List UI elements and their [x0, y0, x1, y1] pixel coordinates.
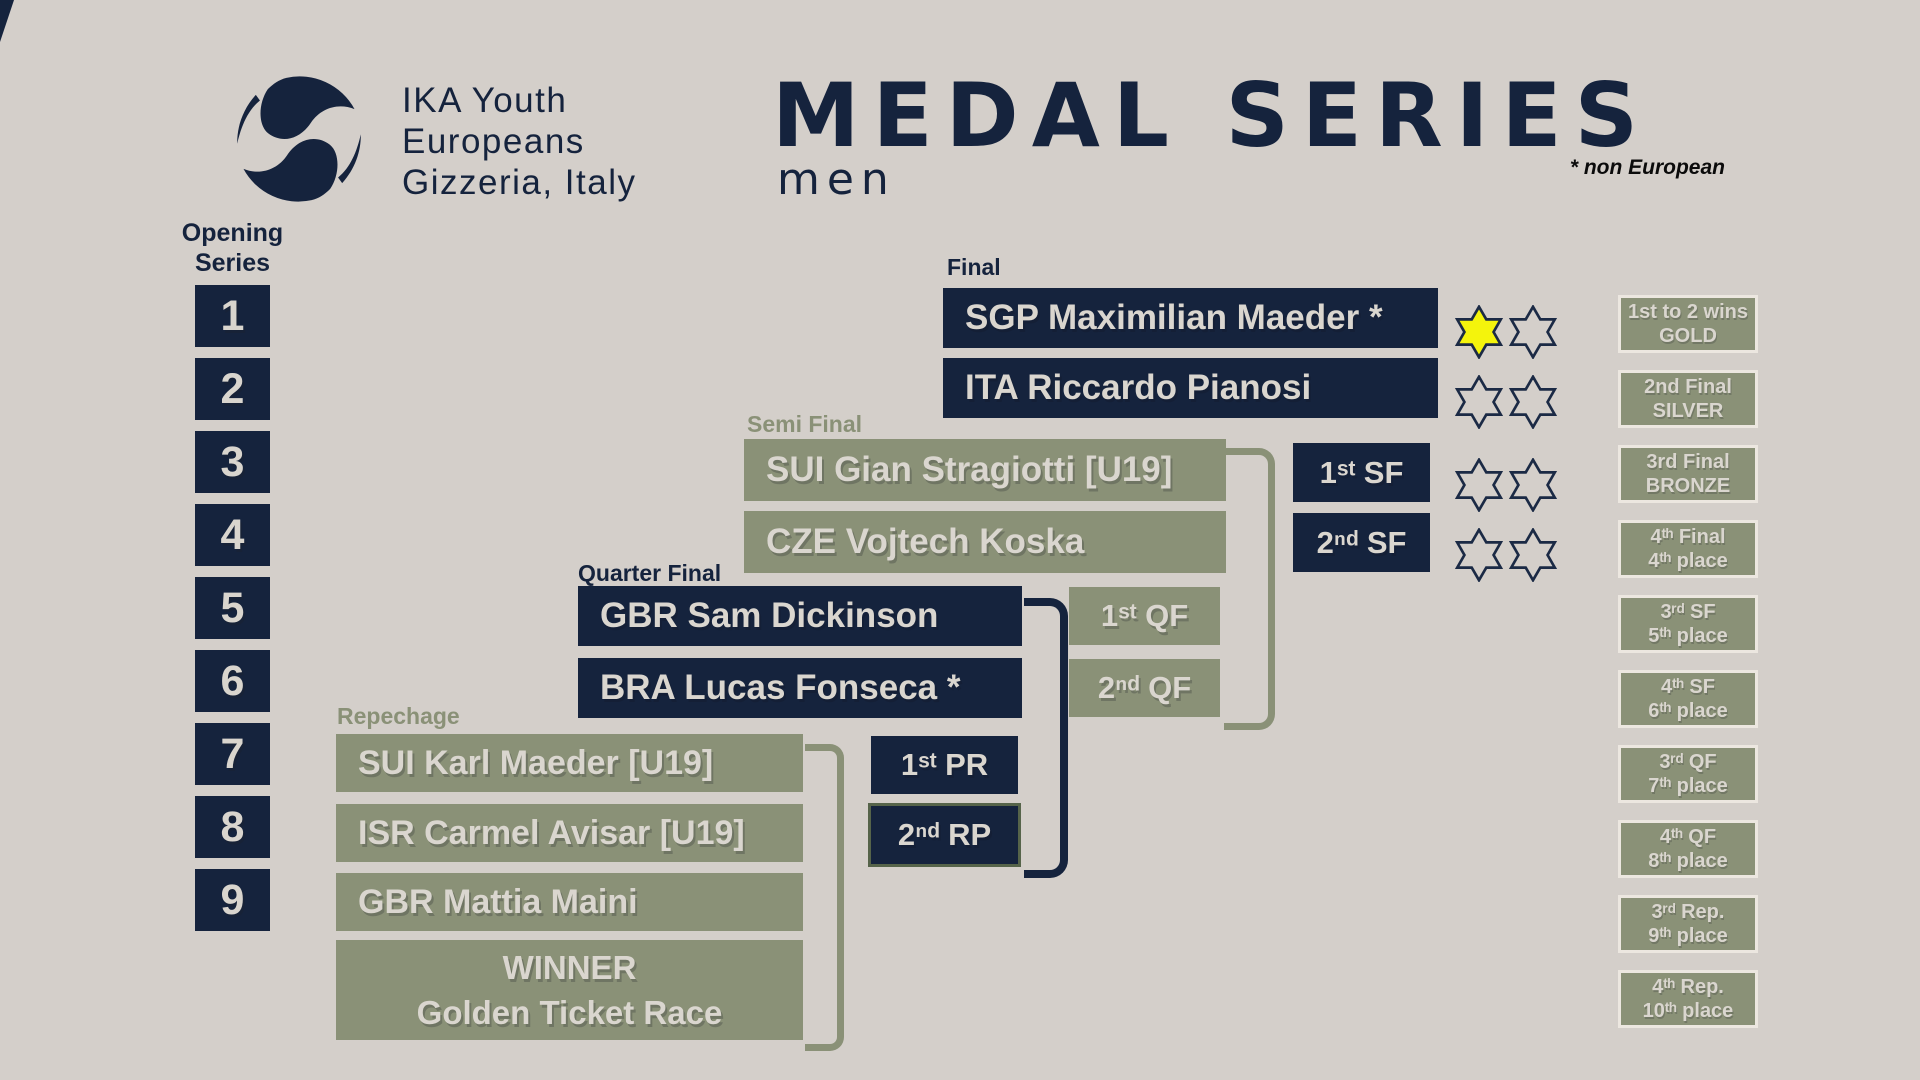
legend-bronze: 3rd Final BRONZE	[1618, 445, 1758, 503]
opening-series-seed-2: 2	[195, 358, 270, 420]
quarter-final-connector	[1024, 598, 1068, 878]
ika-kite-logo-icon	[237, 76, 361, 202]
final-row2-star-2	[1508, 375, 1558, 429]
opening-series-seed-8: 8	[195, 796, 270, 858]
legend-9th-place: 3ʳᵈ Rep. 9ᵗʰ place	[1618, 895, 1758, 953]
repechage-connector	[805, 744, 844, 1051]
final-row2-star-1	[1454, 375, 1504, 429]
winner-line2: Golden Ticket Race	[416, 994, 723, 1031]
quarter-final-player-2: BRA Lucas Fonseca *	[578, 658, 1022, 718]
semi-final-player-1: SUI Gian Stragiotti [U19]	[744, 439, 1226, 501]
final-row1-star-1	[1454, 305, 1504, 359]
sf-row2-star-1	[1454, 528, 1504, 582]
legend-4th-place: 4ᵗʰ Final 4ᵗʰ place	[1618, 520, 1758, 578]
corner-decoration	[0, 0, 14, 42]
legend-silver: 2nd Final SILVER	[1618, 370, 1758, 428]
quarter-final-result-1: 1ˢᵗ QF	[1069, 587, 1220, 645]
event-name-line1: IKA Youth	[402, 81, 568, 120]
quarter-final-label: Quarter Final	[578, 560, 722, 586]
event-name: IKA Youth Europeans Gizzeria, Italy	[402, 80, 637, 203]
semi-final-result-2: 2ⁿᵈ SF	[1293, 513, 1430, 572]
final-player-1: SGP Maximilian Maeder *	[943, 288, 1438, 348]
non-european-footnote: * non European	[1569, 156, 1725, 179]
repechage-player-2: ISR Carmel Avisar [U19]	[336, 804, 803, 862]
semi-final-connector	[1224, 448, 1275, 730]
final-label: Final	[947, 254, 1001, 280]
opening-series-seed-5: 5	[195, 577, 270, 639]
repechage-label: Repechage	[337, 703, 460, 729]
final-player-2: ITA Riccardo Pianosi	[943, 358, 1438, 418]
repechage-result-1: 1ˢᵗ PR	[871, 736, 1018, 794]
legend-7th-place: 3ʳᵈ QF 7ᵗʰ place	[1618, 745, 1758, 803]
sf-row1-star-2	[1508, 458, 1558, 512]
repechage-player-1: SUI Karl Maeder [U19]	[336, 734, 803, 792]
winner-line1: WINNER	[502, 949, 637, 986]
legend-5th-place: 3ʳᵈ SF 5ᵗʰ place	[1618, 595, 1758, 653]
semi-final-player-2: CZE Vojtech Koska	[744, 511, 1226, 573]
legend-8th-place: 4ᵗʰ QF 8ᵗʰ place	[1618, 820, 1758, 878]
opening-series-seed-3: 3	[195, 431, 270, 493]
repechage-winner-slot: WINNER Golden Ticket Race	[336, 940, 803, 1040]
opening-series-seed-4: 4	[195, 504, 270, 566]
quarter-final-player-1: GBR Sam Dickinson	[578, 586, 1022, 646]
sf-row1-star-1	[1454, 458, 1504, 512]
opening-series-label: Opening Series	[181, 219, 284, 277]
page-subtitle: men	[777, 154, 896, 205]
page-title: MEDAL SERIES	[772, 64, 1652, 167]
repechage-player-3: GBR Mattia Maini	[336, 873, 803, 931]
semi-final-label: Semi Final	[747, 411, 863, 437]
legend-6th-place: 4ᵗʰ SF 6ᵗʰ place	[1618, 670, 1758, 728]
opening-series-seed-7: 7	[195, 723, 270, 785]
legend-gold: 1st to 2 wins GOLD	[1618, 295, 1758, 353]
final-row1-star-2	[1508, 305, 1558, 359]
legend-10th-place: 4ᵗʰ Rep. 10ᵗʰ place	[1618, 970, 1758, 1028]
semi-final-result-1: 1ˢᵗ SF	[1293, 443, 1430, 502]
event-name-line3: Gizzeria, Italy	[402, 163, 637, 202]
repechage-result-2: 2ⁿᵈ RP	[868, 803, 1021, 867]
quarter-final-result-2: 2ⁿᵈ QF	[1069, 659, 1220, 717]
opening-series-seed-9: 9	[195, 869, 270, 931]
sf-row2-star-2	[1508, 528, 1558, 582]
event-name-line2: Europeans	[402, 122, 585, 161]
opening-series-seed-6: 6	[195, 650, 270, 712]
opening-series-seed-1: 1	[195, 285, 270, 347]
